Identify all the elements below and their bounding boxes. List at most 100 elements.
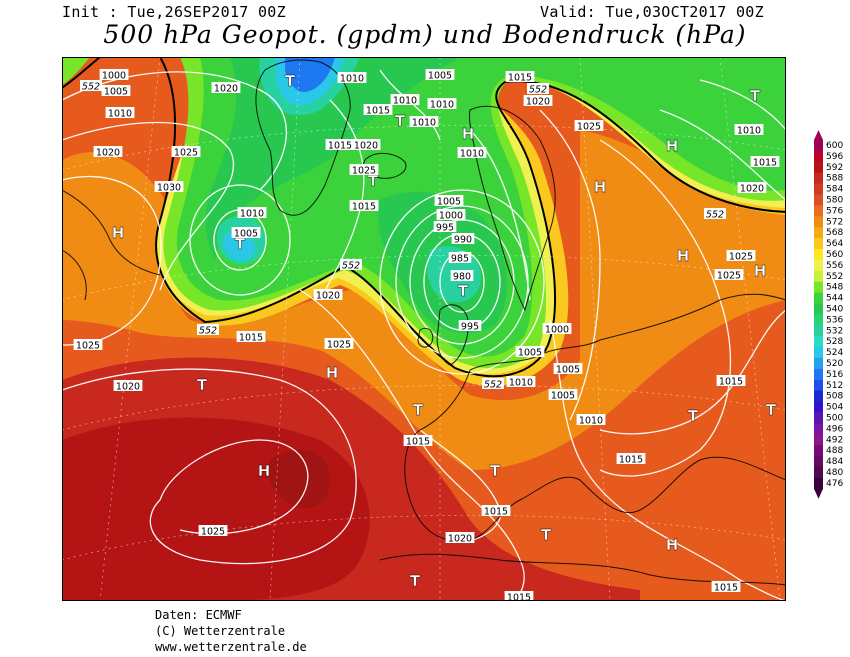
- isobar-label-text: 1015: [484, 507, 508, 518]
- isobar-label-text: 1015: [719, 377, 743, 388]
- isobar-label-text: 1010: [460, 149, 484, 160]
- isobar-label-text: 1025: [201, 527, 225, 538]
- isobar-label-text: 1020: [740, 184, 764, 195]
- isobar-label-text: 1015: [508, 73, 532, 84]
- isobar-label-box: [576, 414, 606, 425]
- isobar-label-text: 1015: [366, 106, 390, 117]
- high-pressure-marker: H: [258, 462, 271, 480]
- isobar-label-box: [237, 207, 267, 218]
- legend-value: 492: [826, 435, 843, 445]
- isobar-label: 1020: [523, 95, 553, 108]
- legend-value: 580: [826, 196, 843, 206]
- legend-value: 556: [826, 261, 843, 271]
- isobar-label: 1025: [726, 250, 756, 263]
- legend-swatch: [814, 281, 823, 293]
- legend-value: 500: [826, 414, 843, 424]
- isobar-label-box: [337, 72, 367, 83]
- isobar-label: 995: [433, 221, 457, 234]
- isobar-label: 1015: [325, 139, 355, 152]
- isobar-label-text: 1010: [393, 96, 417, 107]
- legend-swatch: [814, 467, 823, 479]
- isobar-label-box: [99, 69, 129, 80]
- isobar-label-box: [236, 331, 266, 342]
- legend-swatch: [814, 194, 823, 206]
- legend-value: 484: [826, 457, 843, 467]
- low-pressure-marker: T: [541, 526, 552, 544]
- low-pressure-marker: T: [368, 172, 379, 190]
- legend-swatch: [814, 216, 823, 228]
- isobar-label-box: [433, 221, 457, 232]
- geopotential-label-text: 552: [484, 380, 502, 391]
- isobar-label-text: 1025: [327, 340, 351, 351]
- legend-value: 520: [826, 359, 843, 369]
- geopotential-label-box: [482, 378, 504, 389]
- isobar-label-text: 1025: [76, 341, 100, 352]
- high-pressure-marker: H: [326, 364, 339, 382]
- isobar-label-text: 1010: [430, 100, 454, 111]
- valid-time-label: Valid: Tue,03OCT2017 00Z: [540, 3, 764, 21]
- isobar-label: 1015: [236, 331, 266, 344]
- isobar-label: 1010: [506, 376, 536, 389]
- legend-swatch: [814, 270, 823, 283]
- legend-swatch: [814, 336, 823, 348]
- legend-swatch: [814, 456, 823, 468]
- isobar-label: 1005: [548, 389, 578, 402]
- isobar-label-text: 1005: [104, 87, 128, 98]
- legend-value: 504: [826, 403, 843, 413]
- isobar-label-text: 1020: [214, 84, 238, 95]
- field-596: [268, 449, 330, 509]
- geopotential-label-text: 552: [82, 82, 100, 93]
- legend-swatch: [814, 183, 823, 195]
- isobar-label-box: [390, 94, 420, 105]
- isobar-label-box: [93, 146, 123, 157]
- isobar-label-box: [553, 363, 583, 374]
- isobar-label-text: 1015: [328, 141, 352, 152]
- isobar-label-text: 1020: [316, 291, 340, 302]
- legend-value: 480: [826, 468, 843, 478]
- isobar-label-box: [515, 346, 545, 357]
- isobar-label-box: [409, 116, 439, 127]
- credit-copyright: (C) Wetterzentrale: [155, 624, 286, 638]
- field-516: [285, 57, 335, 93]
- credit-website[interactable]: www.wetterzentrale.de: [155, 640, 307, 654]
- isobar-label-box: [481, 505, 511, 516]
- low-pressure-marker: T: [410, 572, 421, 590]
- isobar-label-box: [445, 532, 475, 543]
- geopotential-label: 552: [527, 83, 549, 96]
- isobar-label-text: 995: [461, 322, 479, 333]
- isobar-label: 1025: [574, 120, 604, 133]
- geopotential-label: 552: [482, 378, 504, 391]
- legend-value: 548: [826, 283, 843, 293]
- isobar-label-box: [716, 375, 746, 386]
- isobar-label-box: [523, 95, 553, 106]
- legend-value: 600: [826, 141, 843, 151]
- legend-value: 536: [826, 315, 843, 325]
- legend-value: 560: [826, 250, 843, 260]
- isobar-label-text: 1005: [551, 391, 575, 402]
- isobar-label-box: [101, 85, 131, 96]
- isobar-label: 1025: [73, 339, 103, 352]
- isobar-label-box: [542, 323, 572, 334]
- legend-swatch: [814, 325, 823, 337]
- legend-swatch: [814, 249, 823, 261]
- low-pressure-marker: T: [766, 401, 777, 419]
- isobar-label-box: [750, 156, 780, 167]
- isobar-label: 1025: [714, 269, 744, 282]
- isobar-label-box: [324, 338, 354, 349]
- legend-bottom-arrow: [814, 488, 823, 499]
- isobar-label-text: 1000: [439, 211, 463, 222]
- geopotential-label-text: 552: [342, 261, 360, 272]
- legend-swatch: [814, 434, 823, 446]
- low-pressure-marker: T: [688, 407, 699, 425]
- isobar-label: 985: [448, 252, 472, 265]
- legend-value: 524: [826, 348, 843, 358]
- isobar-label: 1010: [457, 147, 487, 160]
- legend-value: 552: [826, 272, 843, 282]
- isobar-label-text: 1010: [509, 378, 533, 389]
- isobar-label-text: 1005: [437, 197, 461, 208]
- high-pressure-marker: H: [462, 125, 475, 143]
- legend-top-arrow: [814, 130, 823, 140]
- isobar-label: 1000: [542, 323, 572, 336]
- isobar-label: 1030: [154, 181, 184, 194]
- map-title: 500 hPa Geopot. (gpdm) und Bodendruck (h…: [103, 20, 747, 49]
